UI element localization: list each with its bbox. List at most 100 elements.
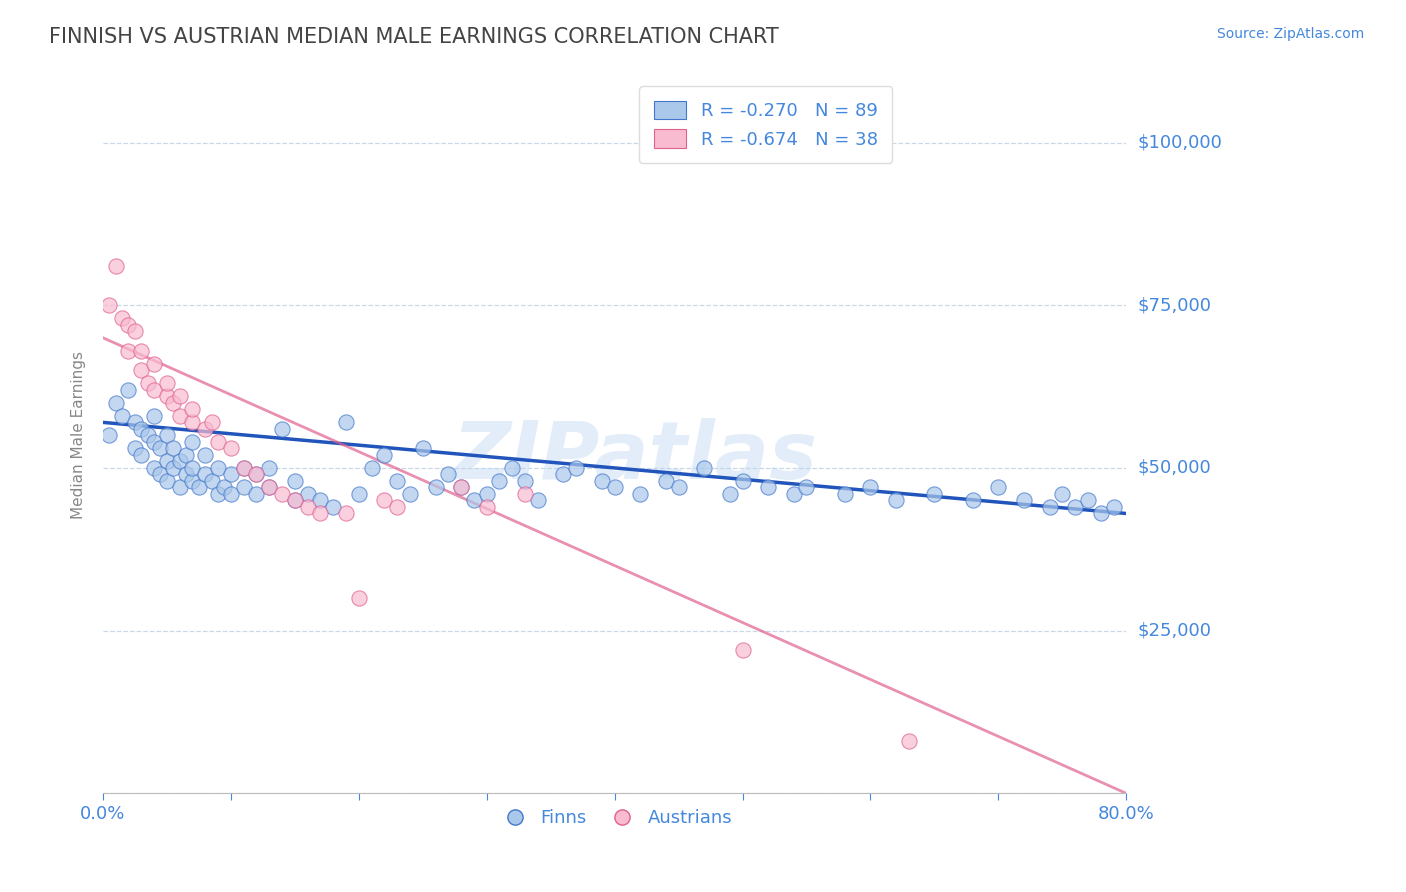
Point [111, 311, 134, 326]
Point [117, 318, 139, 332]
Point [174, 467, 197, 482]
Point [129, 448, 152, 462]
Point [309, 493, 332, 508]
Point [553, 467, 575, 482]
Point [347, 487, 370, 501]
Point [207, 434, 229, 449]
Point [156, 474, 179, 488]
Point [162, 442, 184, 456]
Point [1077, 493, 1099, 508]
Text: $100,000: $100,000 [1137, 134, 1222, 152]
Point [1038, 500, 1060, 514]
Point [884, 493, 907, 508]
Point [136, 376, 159, 391]
Point [655, 474, 678, 488]
Point [693, 461, 716, 475]
Point [1064, 500, 1087, 514]
Point [214, 480, 236, 494]
Point [591, 474, 613, 488]
Point [169, 454, 191, 468]
Point [219, 442, 242, 456]
Point [219, 467, 242, 482]
Point [322, 500, 344, 514]
Point [156, 389, 179, 403]
Point [98, 298, 121, 312]
Point [756, 480, 779, 494]
Legend: Finns, Austrians: Finns, Austrians [489, 802, 740, 834]
Point [245, 487, 267, 501]
Point [475, 500, 498, 514]
Point [924, 487, 946, 501]
Point [111, 409, 134, 423]
Point [513, 474, 536, 488]
Point [156, 454, 179, 468]
Point [335, 507, 357, 521]
Point [129, 422, 152, 436]
Point [425, 480, 447, 494]
Point [1012, 493, 1035, 508]
Point [257, 480, 280, 494]
Point [450, 480, 472, 494]
Point [834, 487, 856, 501]
Y-axis label: Median Male Earnings: Median Male Earnings [72, 351, 86, 519]
Point [1090, 507, 1112, 521]
Point [149, 442, 172, 456]
Point [399, 487, 422, 501]
Point [335, 416, 357, 430]
Point [194, 422, 217, 436]
Point [347, 591, 370, 606]
Point [488, 474, 510, 488]
Point [169, 389, 191, 403]
Point [149, 467, 172, 482]
Point [284, 493, 307, 508]
Point [169, 409, 191, 423]
Point [731, 474, 754, 488]
Point [194, 467, 217, 482]
Point [284, 474, 307, 488]
Point [373, 493, 395, 508]
Point [527, 493, 550, 508]
Point [232, 480, 254, 494]
Point [271, 487, 294, 501]
Point [309, 507, 332, 521]
Point [162, 396, 184, 410]
Point [162, 461, 184, 475]
Point [731, 643, 754, 657]
Text: FINNISH VS AUSTRIAN MEDIAN MALE EARNINGS CORRELATION CHART: FINNISH VS AUSTRIAN MEDIAN MALE EARNINGS… [49, 27, 779, 46]
Point [143, 434, 166, 449]
Point [181, 416, 204, 430]
Point [962, 493, 984, 508]
Point [297, 487, 319, 501]
Point [385, 500, 408, 514]
Point [232, 461, 254, 475]
Point [181, 461, 204, 475]
Text: $50,000: $50,000 [1137, 459, 1211, 477]
Point [143, 383, 166, 397]
Point [156, 376, 179, 391]
Point [181, 434, 204, 449]
Point [628, 487, 651, 501]
Point [156, 428, 179, 442]
Point [603, 480, 626, 494]
Point [219, 487, 242, 501]
Point [124, 324, 146, 338]
Text: $25,000: $25,000 [1137, 622, 1212, 640]
Text: $75,000: $75,000 [1137, 296, 1212, 314]
Point [284, 493, 307, 508]
Point [245, 467, 267, 482]
Point [117, 343, 139, 358]
Point [201, 416, 224, 430]
Point [897, 734, 920, 748]
Point [207, 461, 229, 475]
Point [501, 461, 523, 475]
Point [859, 480, 882, 494]
Point [373, 448, 395, 462]
Point [174, 448, 197, 462]
Text: ZIPatlas: ZIPatlas [453, 417, 817, 496]
Point [987, 480, 1010, 494]
Point [271, 422, 294, 436]
Point [513, 487, 536, 501]
Point [385, 474, 408, 488]
Point [104, 396, 127, 410]
Point [1052, 487, 1074, 501]
